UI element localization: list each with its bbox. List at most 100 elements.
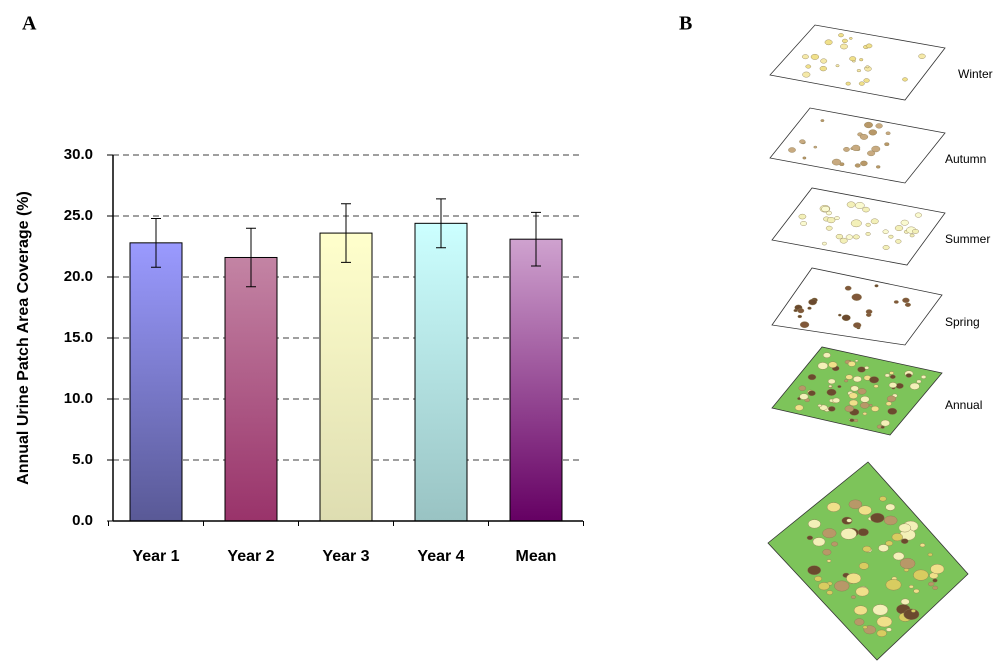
patch [860, 402, 869, 408]
patch [850, 419, 854, 422]
patch [858, 389, 866, 395]
patch [843, 147, 849, 151]
patch [844, 380, 848, 383]
patch [803, 157, 806, 159]
patch [846, 573, 861, 583]
patch [799, 386, 806, 391]
patch [864, 122, 872, 128]
y-tick-label: 5.0 [72, 451, 93, 468]
patch [890, 375, 895, 379]
layer-plane [770, 25, 945, 100]
patch [847, 202, 855, 208]
patch [876, 124, 883, 129]
patch [799, 214, 806, 219]
patch [858, 529, 869, 536]
patch [859, 82, 864, 86]
patch [893, 552, 904, 560]
patch [866, 223, 871, 226]
patch [853, 235, 859, 239]
patch [846, 375, 853, 380]
patch [895, 239, 901, 243]
patch [828, 406, 835, 411]
patch [906, 374, 912, 378]
layer-label: Annual [945, 398, 982, 412]
patch [866, 310, 872, 314]
patch [886, 132, 890, 135]
patch [849, 500, 862, 509]
patch [813, 538, 825, 547]
y-tick-label: 15.0 [64, 329, 93, 346]
patch [899, 524, 911, 532]
patch [901, 599, 909, 605]
patch [873, 605, 888, 616]
patch [849, 37, 852, 39]
bar [510, 239, 562, 521]
patch [852, 145, 860, 151]
y-axis-title: Annual Urine Patch Area Coverage (%) [15, 191, 32, 485]
patch [809, 299, 817, 305]
patch [863, 626, 867, 629]
patch [885, 143, 890, 146]
patch [855, 202, 864, 208]
patch [901, 539, 908, 544]
patch [842, 315, 850, 321]
patch [864, 79, 870, 83]
patch [838, 33, 843, 37]
x-tick-label: Year 4 [417, 548, 464, 565]
patch [863, 207, 870, 212]
patch [845, 406, 854, 412]
patch [836, 65, 839, 67]
patch [901, 220, 909, 225]
patch [818, 404, 822, 407]
patch [825, 40, 832, 45]
patch [866, 44, 872, 48]
bar [415, 223, 467, 521]
patch [900, 558, 915, 568]
patch [856, 587, 869, 596]
patch [811, 54, 819, 59]
patch [807, 536, 813, 540]
patch [884, 516, 897, 525]
patch [871, 219, 878, 224]
patch [886, 541, 893, 546]
patch [886, 504, 895, 511]
patch [798, 308, 804, 313]
patch [919, 54, 926, 59]
patch [849, 400, 858, 406]
patch [890, 372, 894, 375]
x-tick-label: Year 2 [227, 548, 274, 565]
patch [852, 294, 862, 301]
patch [931, 564, 945, 574]
patch [850, 57, 856, 61]
figure: A B Annual Urine Patch Area Coverage (%)… [0, 0, 995, 664]
patch [838, 314, 841, 316]
bar [130, 243, 182, 521]
patch [928, 553, 932, 556]
patch [819, 582, 830, 590]
y-tick-label: 10.0 [64, 390, 93, 407]
patch [883, 245, 889, 249]
patch [902, 78, 907, 82]
patch [928, 582, 934, 586]
patch [885, 374, 890, 377]
patch [845, 286, 851, 290]
patch [829, 362, 838, 368]
patch [894, 301, 898, 304]
patch [818, 362, 828, 369]
patch [806, 65, 811, 69]
patch [840, 238, 847, 243]
patch [875, 285, 879, 288]
patch [842, 39, 847, 43]
patch [915, 213, 922, 218]
layer-diagram [768, 25, 968, 660]
patch [869, 377, 878, 384]
patch [889, 235, 894, 238]
patch [886, 628, 891, 632]
patch [866, 66, 869, 68]
panel-label: A [22, 13, 37, 35]
patch [822, 242, 826, 245]
patch [911, 609, 915, 612]
patch [799, 140, 805, 144]
patch [889, 382, 897, 387]
patch [834, 581, 849, 591]
